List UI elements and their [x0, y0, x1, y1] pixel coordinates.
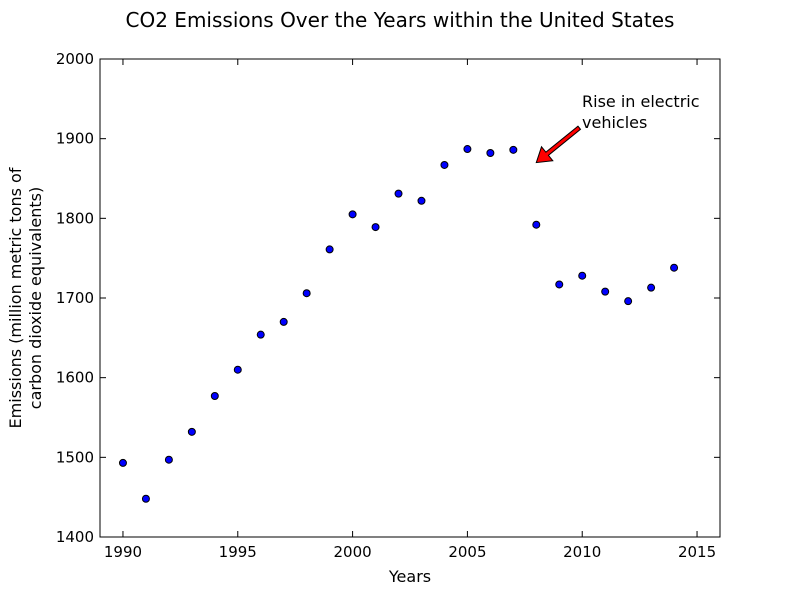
- data-point: [394, 189, 403, 198]
- data-point: [256, 330, 265, 339]
- data-point: [325, 245, 334, 254]
- data-point: [118, 458, 127, 467]
- data-point: [348, 210, 357, 219]
- data-point: [187, 427, 196, 436]
- data-point: [371, 223, 380, 232]
- y-tick-label: 2000: [56, 50, 94, 68]
- data-points: [118, 145, 679, 503]
- annotation: Rise in electric vehicles: [535, 92, 700, 164]
- x-tick-label: 2000: [333, 543, 371, 561]
- y-axis-label-line-2: carbon dioxide equivalents): [26, 187, 45, 409]
- y-tick-label: 1400: [56, 528, 94, 546]
- y-tick-label: 1800: [56, 209, 94, 227]
- data-point: [233, 365, 242, 374]
- x-tick-label: 2010: [563, 543, 601, 561]
- data-point: [624, 297, 633, 306]
- y-tick-label: 1600: [56, 369, 94, 387]
- data-point: [532, 220, 541, 229]
- annotation-arrow: [535, 125, 582, 164]
- y-axis-label: Emissions (million metric tons of carbon…: [6, 167, 45, 428]
- data-point: [302, 289, 311, 298]
- x-tick-label: 2005: [448, 543, 486, 561]
- data-point: [141, 494, 150, 503]
- data-point: [670, 263, 679, 272]
- data-point: [463, 145, 472, 154]
- y-axis: 1400 1500 1600 1700 1800 1900 2000: [56, 50, 720, 546]
- data-point: [440, 160, 449, 169]
- x-axis: 1990 1995 2000 2005 2010 2015: [104, 59, 716, 561]
- y-tick-label: 1700: [56, 289, 94, 307]
- x-tick-label: 1990: [104, 543, 142, 561]
- data-point: [417, 196, 426, 205]
- y-tick-label: 1900: [56, 130, 94, 148]
- data-point: [578, 271, 587, 280]
- chart-title: CO2 Emissions Over the Years within the …: [126, 8, 675, 32]
- x-tick-label: 1995: [219, 543, 257, 561]
- y-axis-label-line-1: Emissions (million metric tons of: [6, 167, 25, 428]
- annotation-text-line-1: Rise in electric: [582, 92, 700, 111]
- data-point: [601, 287, 610, 296]
- annotation-text-line-2: vehicles: [582, 113, 647, 132]
- data-point: [279, 317, 288, 326]
- data-point: [555, 280, 564, 289]
- x-tick-label: 2015: [678, 543, 716, 561]
- data-point: [210, 391, 219, 400]
- data-point: [486, 149, 495, 158]
- data-point: [647, 283, 656, 292]
- data-point: [164, 455, 173, 464]
- y-tick-label: 1500: [56, 448, 94, 466]
- x-axis-label: Years: [388, 567, 431, 586]
- data-point: [509, 145, 518, 154]
